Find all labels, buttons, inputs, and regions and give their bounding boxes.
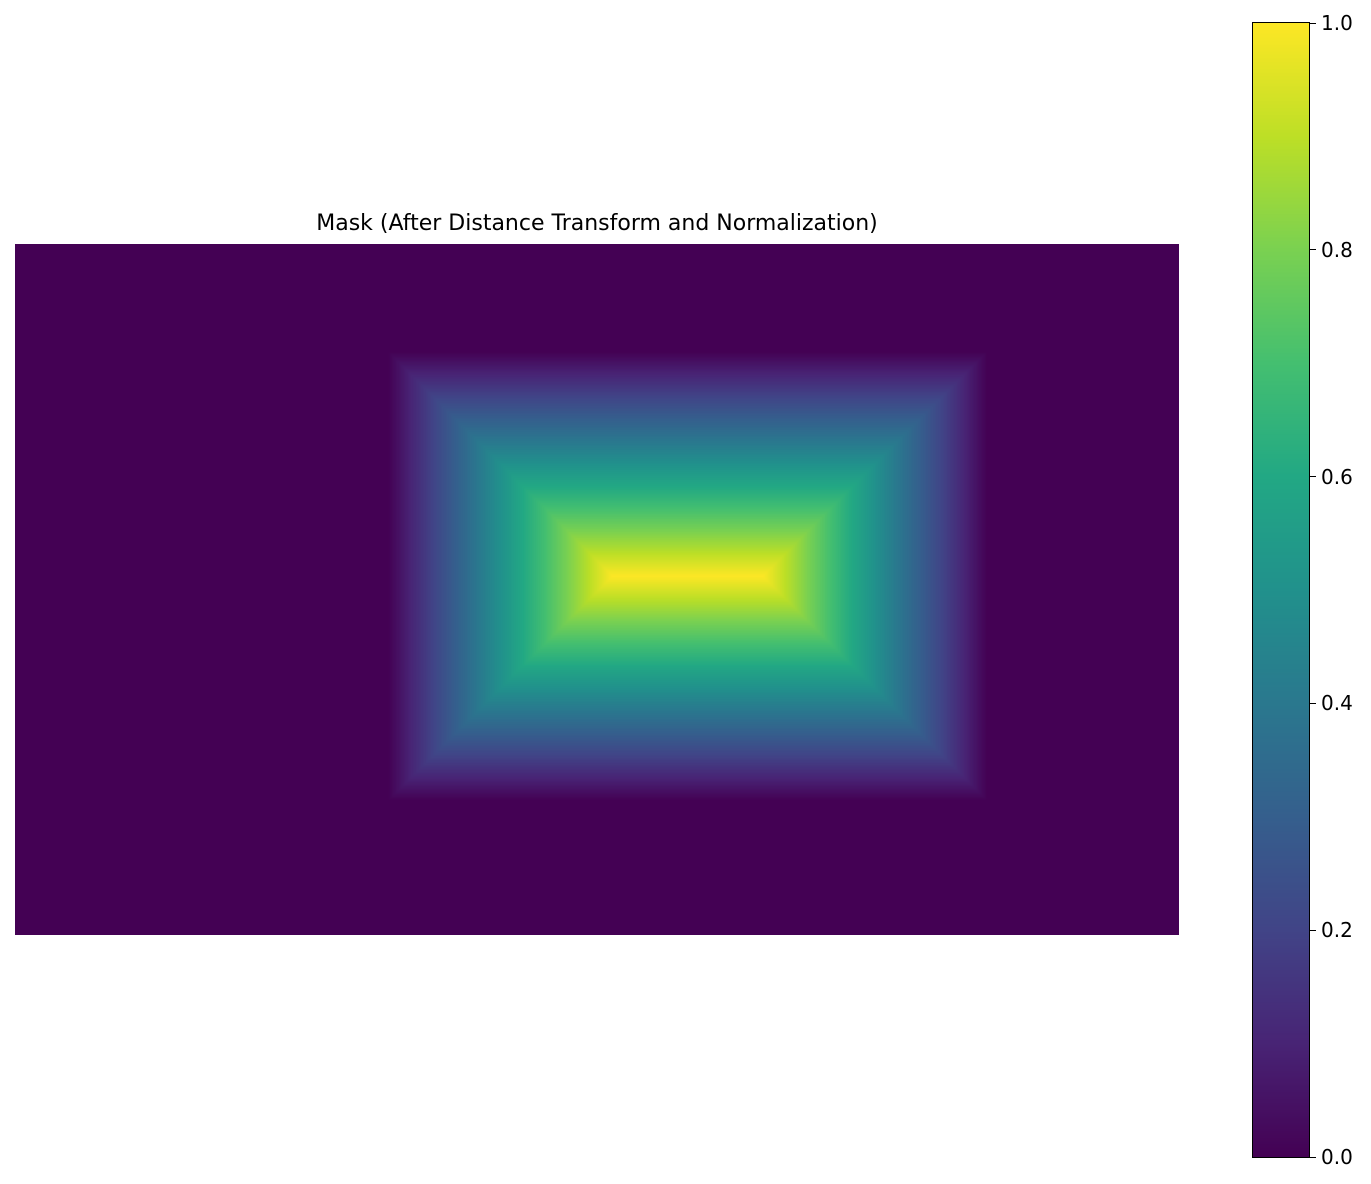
chart-title: Mask (After Distance Transform and Norma… bbox=[316, 211, 878, 236]
colorbar-tick-mark bbox=[1309, 22, 1316, 24]
heatmap-image bbox=[15, 244, 1179, 935]
colorbar-tick-label: 0.6 bbox=[1321, 464, 1353, 489]
colorbar-tick-mark bbox=[1309, 249, 1316, 251]
colorbar-tick-label: 1.0 bbox=[1321, 11, 1353, 35]
colorbar-tick-label: 0.8 bbox=[1321, 237, 1353, 262]
colorbar-tick-label: 0.2 bbox=[1321, 918, 1353, 943]
colorbar-tick-mark bbox=[1309, 702, 1316, 704]
colorbar-gradient bbox=[1253, 23, 1309, 1157]
colorbar-tick-label: 0.4 bbox=[1321, 691, 1353, 716]
colorbar-tick-label: 0.0 bbox=[1321, 1145, 1353, 1169]
colorbar-tick-mark bbox=[1309, 476, 1316, 478]
colorbar-tick-mark bbox=[1309, 929, 1316, 931]
colorbar-tick-mark bbox=[1309, 1156, 1316, 1158]
